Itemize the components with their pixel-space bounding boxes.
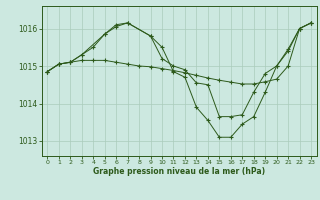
X-axis label: Graphe pression niveau de la mer (hPa): Graphe pression niveau de la mer (hPa): [93, 167, 265, 176]
